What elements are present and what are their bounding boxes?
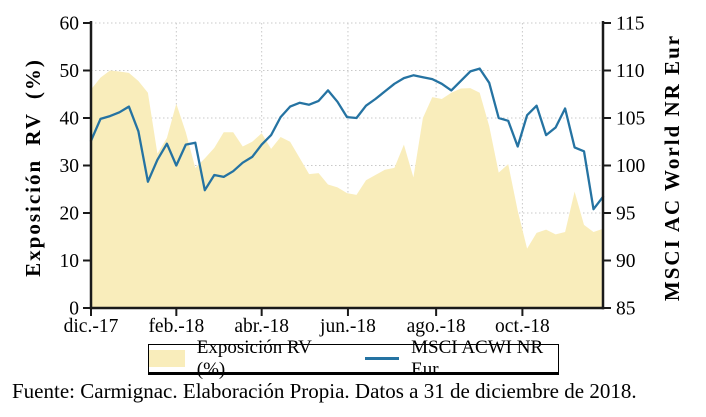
x-tick-label-ago.-18: ago.-18: [407, 316, 466, 337]
area-series-swatch: [149, 350, 185, 367]
left-axis-title: Exposición RV (%): [12, 0, 54, 335]
left-tick-label-50: 50: [60, 61, 80, 82]
line-series-label: MSCI ACWI NR Eur: [411, 336, 544, 380]
left-tick-label-20: 20: [60, 204, 80, 225]
x-tick-label-dic.-17: dic.-17: [64, 316, 119, 337]
right-tick-label-115: 115: [616, 14, 645, 35]
line-series-swatch: [365, 357, 400, 360]
left-tick-label-60: 60: [60, 14, 80, 35]
legend: Exposición RV (%) MSCI ACWI NR Eur: [148, 337, 559, 380]
area-series-label: Exposición RV (%): [196, 336, 312, 380]
x-tick-label-jun.-18: jun.-18: [319, 316, 376, 337]
right-tick-label-105: 105: [616, 109, 645, 130]
source-caption: Fuente: Carmignac. Elaboración Propia. D…: [12, 379, 637, 403]
exposure-area: [91, 70, 603, 308]
left-tick-label-10: 10: [60, 251, 80, 272]
x-tick-label-feb.-18: feb.-18: [148, 316, 204, 337]
msci-line: [89, 67, 605, 211]
right-tick-label-90: 90: [616, 251, 636, 272]
plot-svg: 0 10 20 30 40 50 60 85 90 95 100 105 110 115 dic.-17 fe…: [60, 14, 646, 338]
right-tick-label-110: 110: [616, 61, 645, 82]
left-tick-label-30: 30: [60, 156, 80, 177]
right-tick-label-95: 95: [616, 204, 636, 225]
right-tick-label-85: 85: [616, 299, 636, 320]
left-tick-label-0: 0: [69, 299, 79, 320]
right-tick-label-100: 100: [616, 156, 645, 177]
left-tick-label-40: 40: [60, 109, 80, 130]
right-axis-title-text: MSCI AC World NR Eur: [660, 33, 685, 302]
right-axis-title: MSCI AC World NR Eur: [650, 0, 696, 335]
x-tick-label-abr.-18: abr.-18: [234, 316, 289, 337]
x-tick-label-oct.-18: oct.-18: [495, 316, 550, 337]
left-axis-title-text: Exposición RV (%): [20, 58, 45, 277]
